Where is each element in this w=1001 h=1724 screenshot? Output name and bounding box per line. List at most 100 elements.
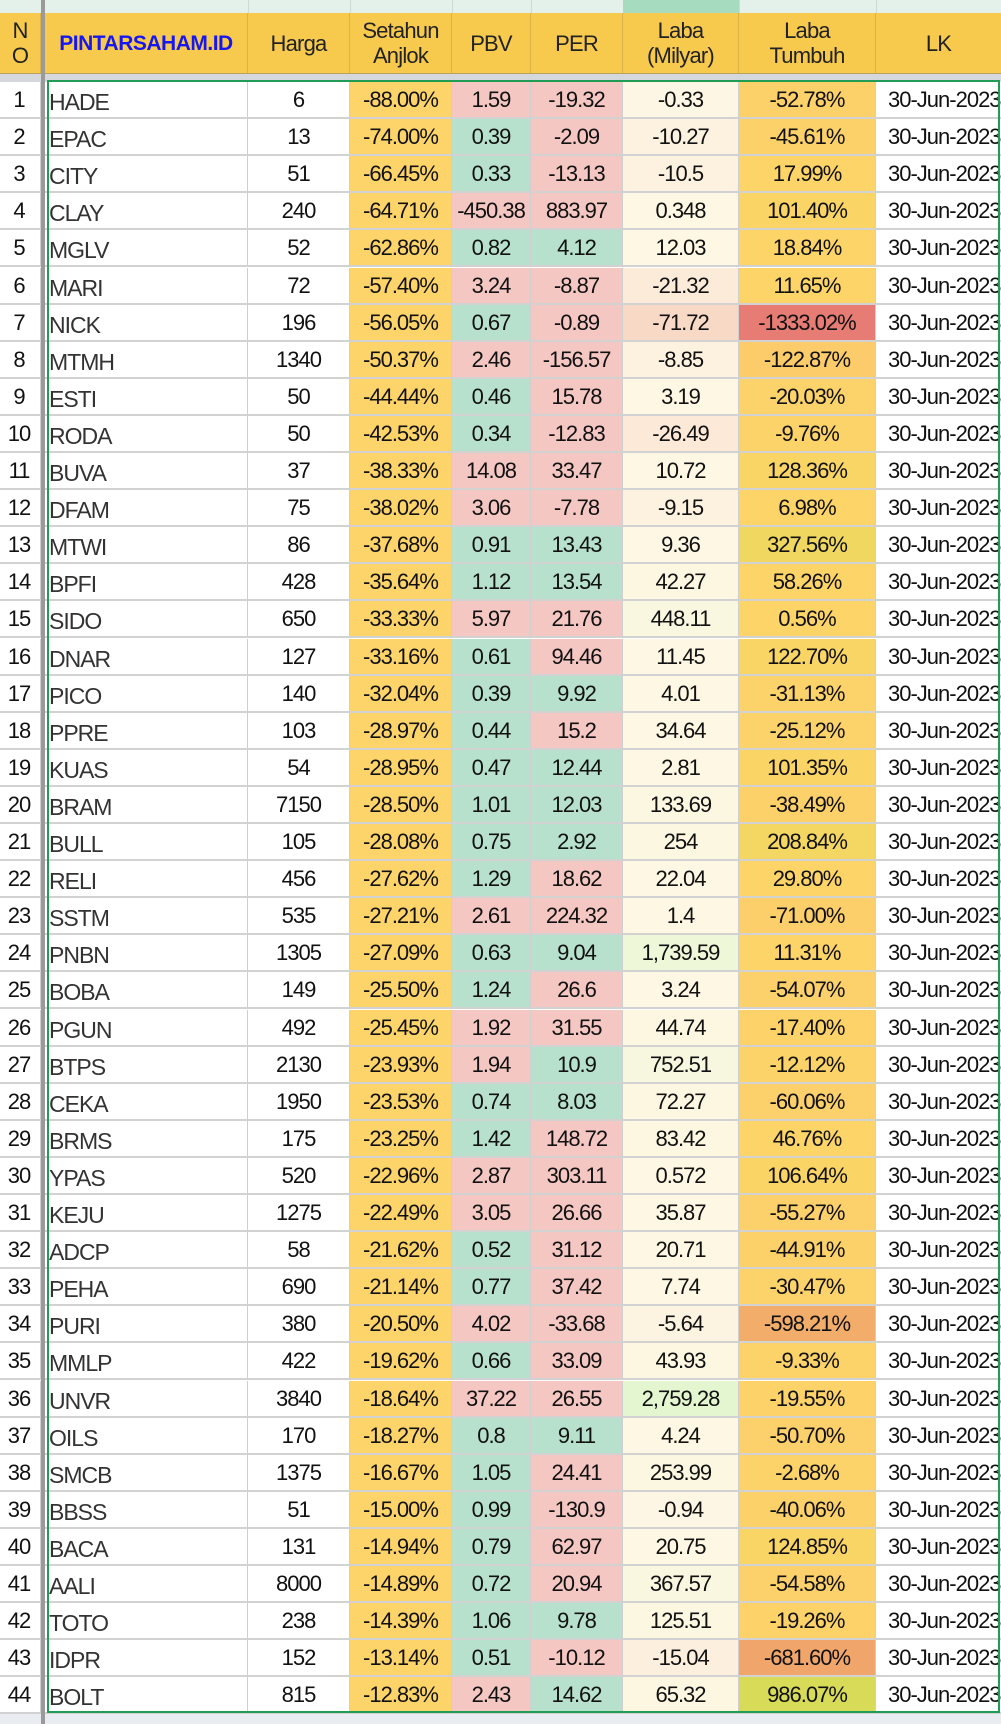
setahun-anjlok-cell[interactable]: -74.00% [350,119,452,157]
laba-tumbuh-cell[interactable]: 11.31% [739,935,876,973]
row-number[interactable]: 28 [0,1083,41,1121]
row-number[interactable]: 18 [0,712,41,750]
harga-cell[interactable]: 240 [248,193,350,231]
stock-code[interactable]: BULL [45,824,248,862]
per-cell[interactable]: 26.66 [531,1195,623,1233]
lk-cell[interactable]: 30-Jun-2023 [876,1418,1001,1455]
row-number[interactable]: 39 [0,1491,41,1529]
pbv-cell[interactable]: 0.79 [452,1528,531,1566]
laba-tumbuh-cell[interactable]: -71.00% [739,898,876,936]
row-number[interactable]: 20 [0,786,41,824]
column-letter-i[interactable] [876,0,1001,13]
per-cell[interactable]: 883.97 [531,193,623,231]
laba-tumbuh-cell[interactable]: -598.21% [739,1306,876,1344]
row-number[interactable]: 8 [0,341,41,379]
lk-cell[interactable]: 30-Jun-2023 [876,1047,1001,1084]
laba-cell[interactable]: 253.99 [623,1454,739,1492]
row-number[interactable]: 16 [0,638,41,676]
column-letter-a[interactable] [0,0,42,13]
harga-cell[interactable]: 54 [248,749,350,787]
stock-code[interactable]: UNVR [45,1380,248,1418]
per-cell[interactable]: -156.57 [531,341,623,379]
row-number[interactable]: 32 [0,1232,41,1270]
row-number[interactable]: 3 [0,156,41,194]
row-number[interactable]: 38 [0,1454,41,1492]
stock-code[interactable]: IDPR [45,1640,248,1678]
row-number[interactable]: 7 [0,304,41,342]
laba-cell[interactable]: 20.75 [623,1528,739,1566]
per-cell[interactable]: 62.97 [531,1528,623,1566]
per-cell[interactable]: 14.62 [531,1677,623,1714]
harga-cell[interactable]: 50 [248,415,350,453]
stock-code[interactable]: HADE [45,82,248,120]
pbv-cell[interactable]: 0.39 [452,119,531,157]
row-number[interactable]: 2 [0,119,41,157]
laba-cell[interactable]: 752.51 [623,1046,739,1084]
per-cell[interactable]: -2.09 [531,119,623,157]
stock-code[interactable]: CEKA [45,1083,248,1121]
per-cell[interactable]: 26.55 [531,1380,623,1418]
stock-code[interactable]: DNAR [45,638,248,676]
harga-cell[interactable]: 3840 [248,1380,350,1418]
pbv-cell[interactable]: 0.66 [452,1343,531,1381]
laba-cell[interactable]: 7.74 [623,1269,739,1307]
setahun-anjlok-cell[interactable]: -18.64% [350,1380,452,1418]
setahun-anjlok-cell[interactable]: -14.89% [350,1566,452,1604]
laba-tumbuh-cell[interactable]: 986.07% [739,1677,876,1714]
stock-code[interactable]: BBSS [45,1491,248,1529]
row-number[interactable]: 35 [0,1343,41,1381]
lk-cell[interactable]: 30-Jun-2023 [876,342,1001,379]
per-cell[interactable]: 13.54 [531,564,623,602]
pbv-cell[interactable]: 2.43 [452,1677,531,1714]
per-cell[interactable]: 148.72 [531,1120,623,1158]
setahun-anjlok-cell[interactable]: -15.00% [350,1491,452,1529]
laba-tumbuh-cell[interactable]: 124.85% [739,1528,876,1566]
laba-tumbuh-cell[interactable]: -2.68% [739,1454,876,1492]
laba-cell[interactable]: 10.72 [623,453,739,491]
row-number[interactable]: 14 [0,564,41,602]
setahun-anjlok-cell[interactable]: -28.97% [350,712,452,750]
laba-tumbuh-cell[interactable]: 122.70% [739,638,876,676]
laba-tumbuh-cell[interactable]: -681.60% [739,1640,876,1678]
setahun-anjlok-cell[interactable]: -21.14% [350,1269,452,1307]
stock-code[interactable]: KEJU [45,1195,248,1233]
laba-cell[interactable]: 83.42 [623,1120,739,1158]
laba-cell[interactable]: 2,759.28 [623,1380,739,1418]
per-cell[interactable]: 9.78 [531,1603,623,1641]
laba-cell[interactable]: 254 [623,824,739,862]
laba-cell[interactable]: 1,739.59 [623,935,739,973]
laba-cell[interactable]: -71.72 [623,304,739,342]
setahun-anjlok-cell[interactable]: -35.64% [350,564,452,602]
pbv-cell[interactable]: 0.8 [452,1417,531,1455]
pbv-cell[interactable]: 1.59 [452,82,531,120]
harga-cell[interactable]: 815 [248,1677,350,1714]
stock-code[interactable]: BRAM [45,786,248,824]
column-letter-d[interactable] [350,0,453,13]
harga-cell[interactable]: 196 [248,304,350,342]
laba-tumbuh-cell[interactable]: -9.76% [739,415,876,453]
row-number[interactable]: 31 [0,1195,41,1233]
stock-code[interactable]: KUAS [45,749,248,787]
per-cell[interactable]: 31.12 [531,1232,623,1270]
setahun-anjlok-cell[interactable]: -12.83% [350,1677,452,1714]
per-cell[interactable]: 26.6 [531,972,623,1010]
harga-cell[interactable]: 75 [248,490,350,528]
harga-cell[interactable]: 131 [248,1528,350,1566]
laba-tumbuh-cell[interactable]: -52.78% [739,82,876,120]
pbv-cell[interactable]: 5.97 [452,601,531,639]
laba-cell[interactable]: 0.572 [623,1157,739,1195]
stock-code[interactable]: EPAC [45,119,248,157]
pbv-cell[interactable]: 1.24 [452,972,531,1010]
lk-cell[interactable]: 30-Jun-2023 [876,676,1001,713]
setahun-anjlok-cell[interactable]: -19.62% [350,1343,452,1381]
row-number[interactable]: 19 [0,749,41,787]
setahun-anjlok-cell[interactable]: -22.49% [350,1195,452,1233]
laba-cell[interactable]: 9.36 [623,527,739,565]
row-number[interactable]: 9 [0,378,41,416]
lk-cell[interactable]: 30-Jun-2023 [876,416,1001,453]
laba-tumbuh-cell[interactable]: 101.35% [739,749,876,787]
pbv-cell[interactable]: 0.74 [452,1083,531,1121]
harga-cell[interactable]: 72 [248,267,350,305]
stock-code[interactable]: SIDO [45,601,248,639]
lk-cell[interactable]: 30-Jun-2023 [876,527,1001,565]
